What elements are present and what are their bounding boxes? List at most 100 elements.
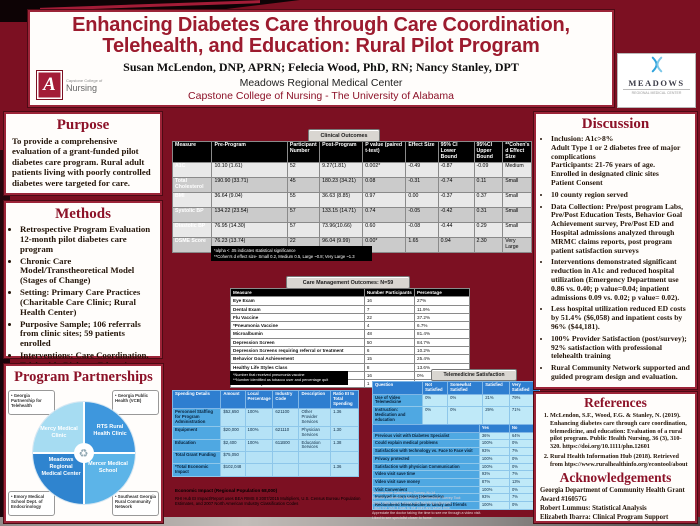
table-cell: 8 — [363, 362, 416, 372]
purpose-text: To provide a comprehensive evaluation of… — [12, 136, 151, 188]
table-cell: Microalbumin — [230, 329, 365, 339]
table-cell: 1.30 — [330, 425, 359, 440]
ua-logo-line1: Capstone College of — [66, 77, 103, 83]
clinical-footnote: *alpha < .05 indicates statistical signi… — [211, 246, 372, 262]
column-header: **Cohen's d Effect Size — [502, 141, 532, 163]
table-row: *Pneumonia Vaccine 4 6.7% — [230, 321, 470, 331]
table-cell: 57 — [286, 221, 321, 238]
table-cell: -0.31 — [405, 176, 439, 193]
table-cell: Use of Video Telemedicine — [371, 393, 424, 408]
table-cell: 73.96(10.66) — [319, 221, 364, 238]
table-cell: $52,650 — [220, 407, 246, 427]
table-cell: 15 — [363, 354, 416, 364]
table-cell: -0.44 — [437, 221, 475, 238]
table-cell: 9.27(1.81) — [319, 161, 364, 178]
quadrant-mercy-medical-clinic: Mercy Medical Clinic — [40, 426, 78, 440]
table-cell: Physician Services — [298, 425, 332, 440]
table-row: Video visit save money 87% 13% — [372, 477, 541, 487]
table-cell: A1C — [171, 161, 213, 178]
column-header: 95% CI Lower Bound — [437, 141, 475, 163]
clinical-footnote-2: **Cohen's d effect size- Small 0.2, Medi… — [214, 253, 355, 259]
table-cell: 81.4% — [414, 329, 470, 339]
column-header: Yes — [478, 424, 510, 433]
table-cell: 36.64 (9.04) — [211, 191, 288, 208]
table-cell: 84.7% — [414, 337, 470, 347]
header-panel: Enhancing Diabetes Care through Care Coo… — [27, 9, 615, 108]
table-cell: Small — [502, 206, 532, 223]
table-cell: Video visit save money — [372, 477, 480, 487]
recycle-icon: ♻ — [73, 443, 94, 463]
table-cell: Personnel Staffing for Program Administr… — [171, 407, 222, 427]
table-cell: 100% — [478, 454, 510, 464]
table-cell: $75,050 — [220, 451, 246, 465]
table-cell: 71% — [508, 406, 541, 425]
table-cell: 621100 — [272, 407, 300, 427]
discussion-list: Inclusion: A1c>8% Adult Type 1 or 2 diab… — [541, 134, 690, 382]
university-of-alabama-logo: A Capstone College of Nursing — [36, 70, 102, 100]
table-row: Microalbumin 48 81.4% — [230, 329, 470, 339]
table-row: A1C 10.10 (1.61) 52 9.27(1.81) 0.002* -0.49 -0… — [171, 161, 532, 178]
table-row: *Total Economic Impact $102,048 1.36 — [171, 463, 359, 478]
references-panel: References McLendon, S.F., Wood, F.G. & … — [533, 391, 698, 524]
table-cell: -0.49 — [405, 161, 439, 178]
table-cell: Total Grant Funding — [171, 451, 222, 465]
discussion-item: Rural Community Network supported and gu… — [551, 363, 690, 382]
table-row: Flu Vaccine 22 37.2% — [230, 312, 470, 323]
meadows-logo-panel: MEADOWS REGIONAL MEDICAL CENTER — [617, 53, 696, 108]
table-cell: 621110 — [272, 425, 300, 440]
table-cell: 2.30 — [473, 236, 504, 253]
table-cell: Equipment — [171, 425, 222, 440]
table-cell: 0.08 — [362, 176, 407, 193]
partnerships-panel: Program Partnerships Georgia Partnership… — [3, 363, 164, 524]
table-row: Personnel Staffing for Program Administr… — [171, 407, 359, 427]
table-cell: 0.74 — [362, 206, 407, 223]
poster-title-line1: Enhancing Diabetes Care through Care Coo… — [72, 14, 570, 36]
table-cell: 6.7% — [414, 321, 470, 331]
table-cell: Eye Exam — [230, 296, 365, 306]
table-cell: -0.05 — [405, 206, 439, 223]
table-cell: 100% — [244, 438, 274, 453]
affiliation-1: Meadows Regional Medical Center — [239, 77, 403, 90]
table-cell: 27% — [414, 296, 470, 306]
table-cell: 4 — [363, 321, 416, 331]
quadrant-mercer-medical-school: Mercer Medical School — [88, 461, 128, 475]
discussion-title: Discussion — [581, 116, 650, 132]
table-row: Dental Exam 7 11.9% — [230, 304, 470, 314]
table-cell: $2,400 — [220, 438, 246, 453]
table-cell — [330, 451, 359, 465]
table-row: Depression Screens requiring referral or… — [230, 345, 470, 356]
survey-note-line: Appreciate the doctor taking the time to… — [372, 511, 482, 516]
column-header: Ratio EI to Total Spending — [330, 390, 359, 409]
table-cell: 0.94 — [437, 236, 475, 253]
table-cell: -0.42 — [437, 206, 475, 223]
callout-se-georgia-rural-network: Southeast Georgia Rural Community Networ… — [112, 491, 159, 516]
telemedicine-likert-table: Question Not Satisfied Somewhat Satisfied S… — [371, 381, 541, 425]
table-cell: 29% — [482, 406, 510, 425]
table-cell: 21% — [482, 393, 510, 408]
table-row: Use of Video Telemedicine 0% 0% 21% 79% — [371, 393, 541, 408]
table-cell: 180.23 (34.21) — [319, 176, 364, 193]
acknowledgements-title: Acknowledgements — [559, 470, 672, 486]
telemedicine-yes-no-table: Yes No Previous visit with Diabetes Speci… — [372, 424, 541, 510]
table-cell: 45 — [286, 176, 321, 193]
methods-list: Retrospective Program Evaluation 12-mont… — [10, 224, 156, 371]
table-cell: 10.2% — [414, 345, 470, 356]
table-cell: 36.63 (8.85) — [319, 191, 364, 208]
table-cell: Video visit save time — [372, 470, 480, 479]
meadows-logo-name: MEADOWS — [628, 78, 685, 88]
table-cell: Diastolic BP — [171, 221, 213, 238]
clinical-outcomes-label: Clinical Outcomes — [308, 129, 380, 142]
table-row: Video visit save time 93% 7% — [372, 470, 541, 479]
table-cell: Behavior Goal Achievement — [230, 354, 365, 364]
table-cell: 0.002* — [362, 161, 407, 178]
table-cell — [298, 451, 332, 465]
table-cell: 0.97 — [362, 191, 407, 208]
table-cell: 0% — [447, 393, 484, 408]
table-cell — [244, 463, 274, 478]
table-cell: 87% — [478, 477, 510, 487]
table-cell: Satisfaction with physician Communicatio… — [372, 462, 480, 472]
table-cell: 50 — [363, 337, 416, 347]
table-row: Previous visit with Diabetes Specialist 3… — [372, 431, 541, 441]
method-item: Retrospective Program Evaluation 12-mont… — [20, 224, 156, 255]
